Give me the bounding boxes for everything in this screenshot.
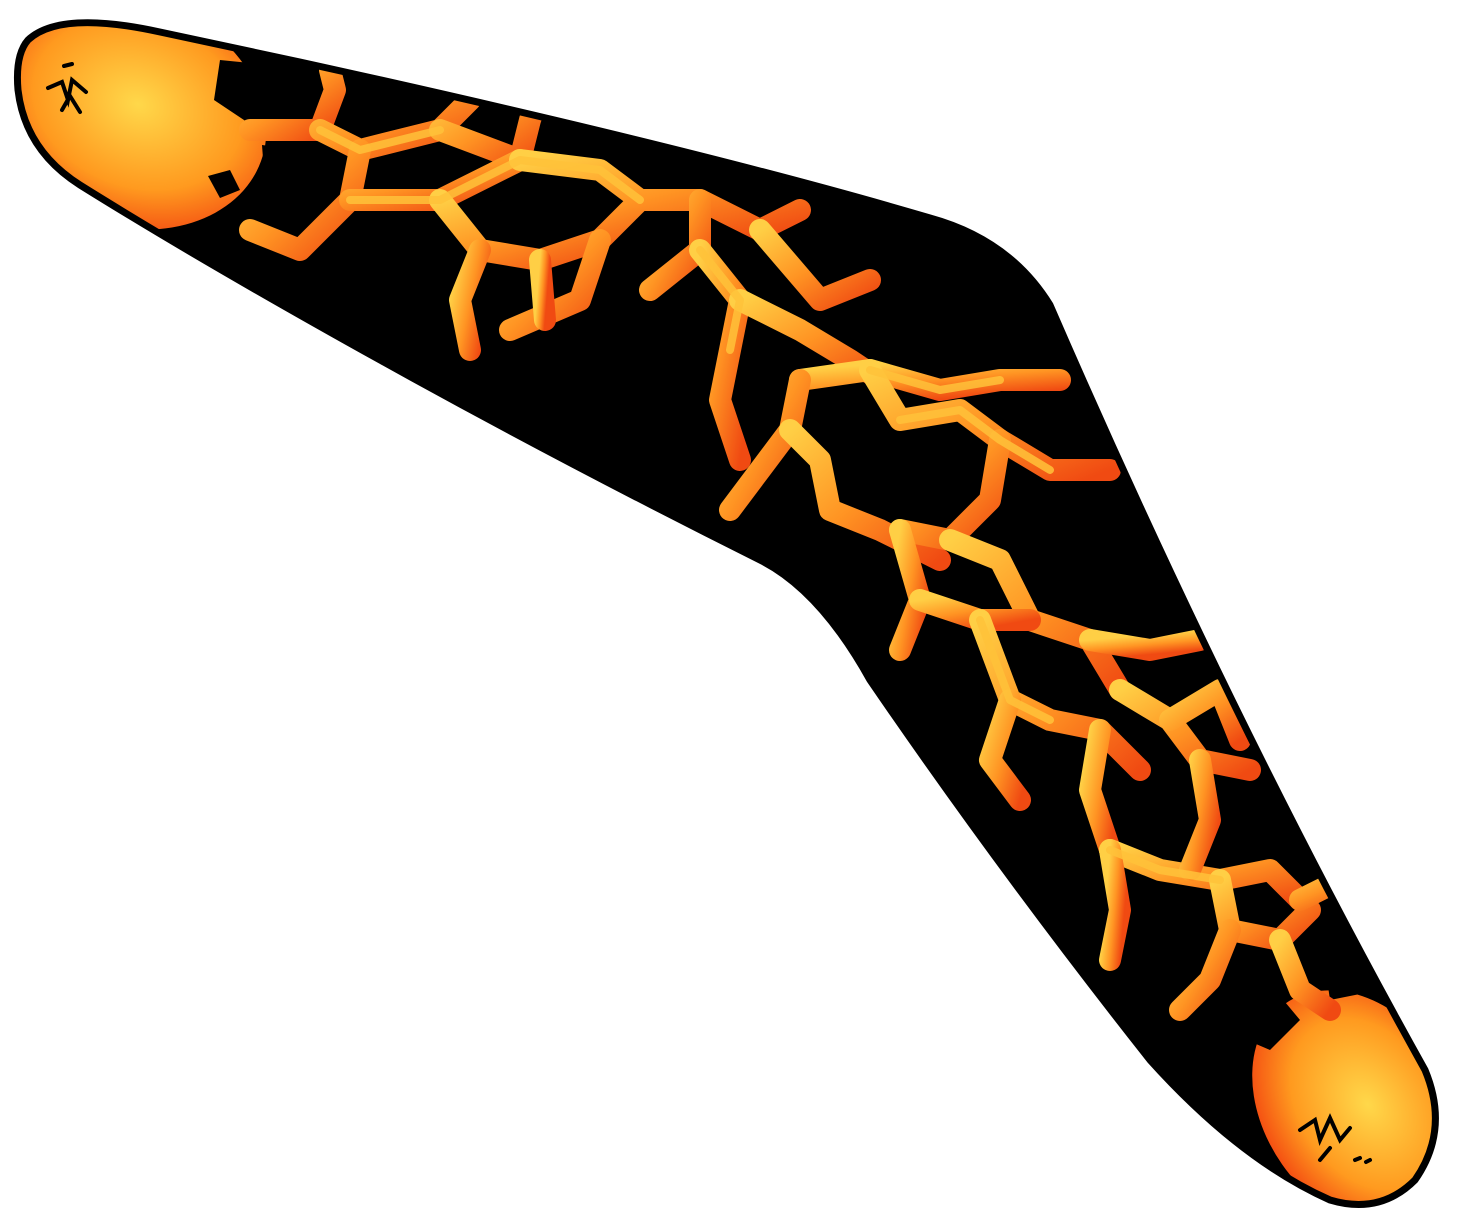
boomerang-outline [14,19,1439,1208]
tip-sketch-marks [46,62,1372,1164]
boomerang-fill [17,22,1436,1205]
